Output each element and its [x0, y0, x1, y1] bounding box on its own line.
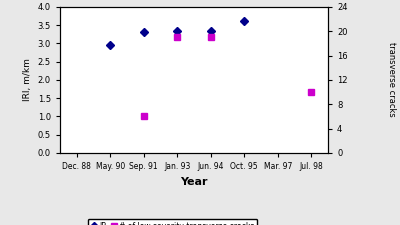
X-axis label: Year: Year — [180, 177, 208, 187]
Y-axis label: # of low
transverse cracks: # of low transverse cracks — [386, 43, 400, 117]
Y-axis label: IRI, m/km: IRI, m/km — [23, 58, 32, 101]
Legend: IR, # of low severity transverse cracks: IR, # of low severity transverse cracks — [88, 219, 258, 225]
